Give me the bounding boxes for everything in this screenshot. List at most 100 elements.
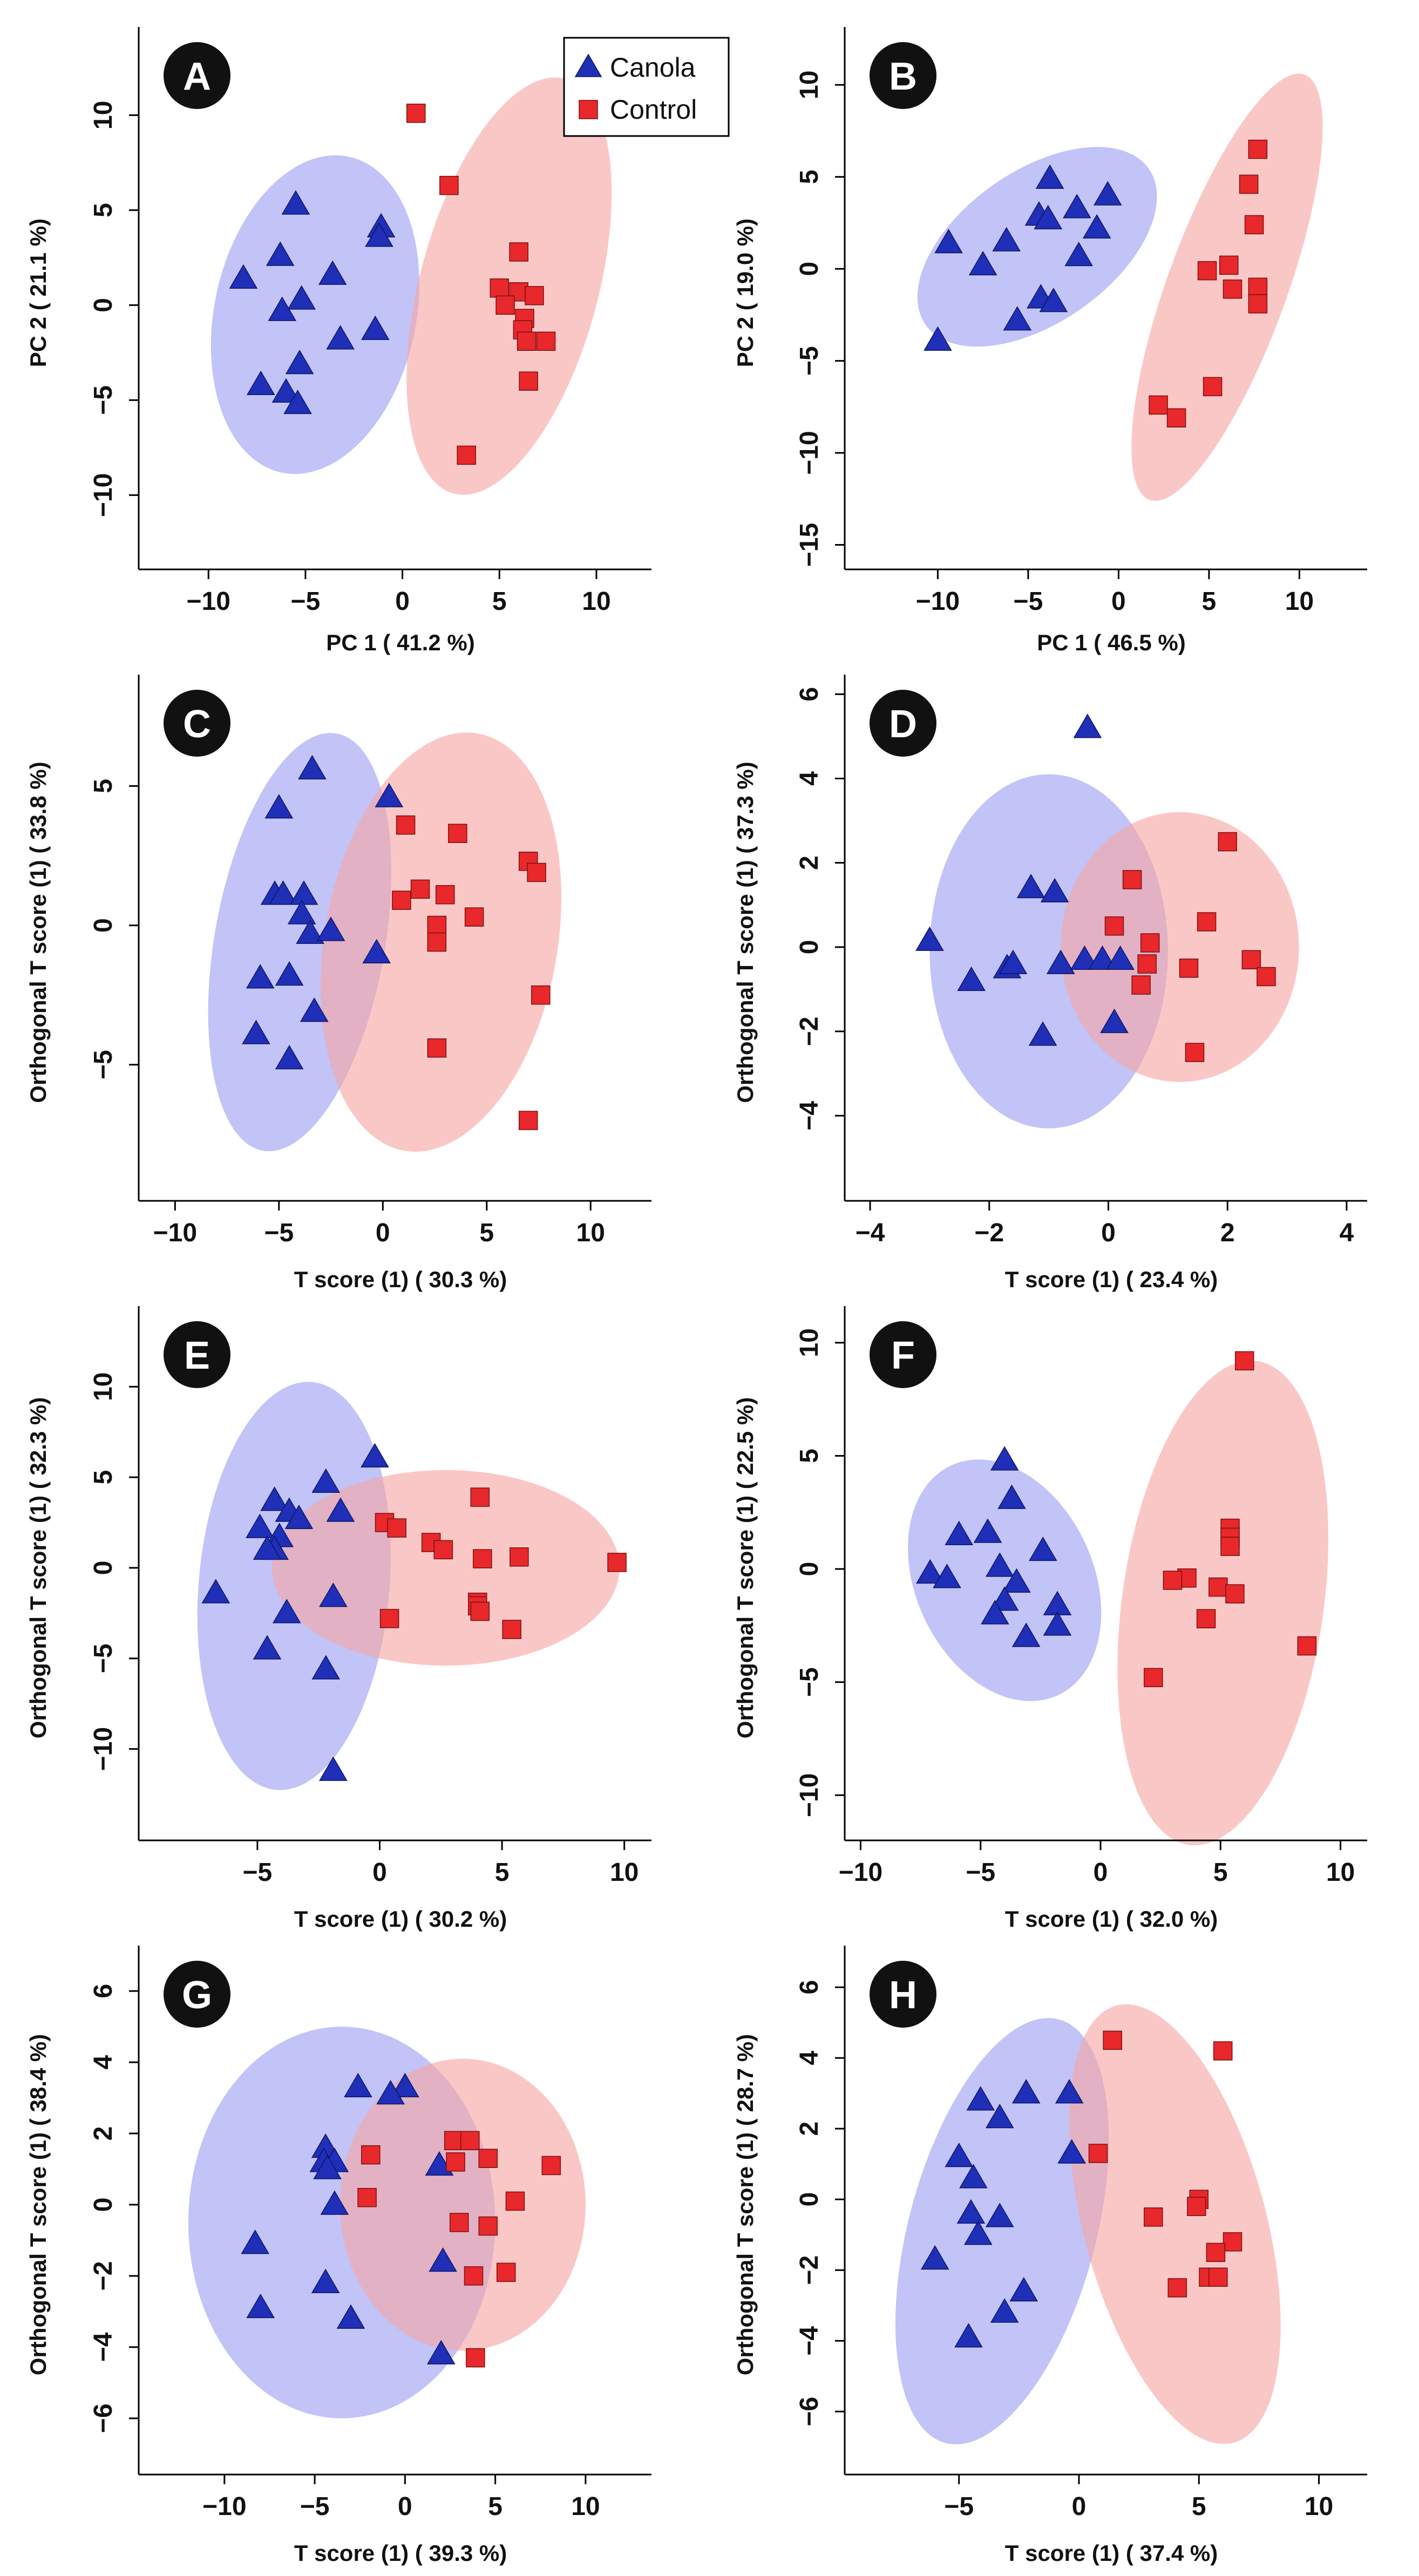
control-point [1140, 933, 1160, 953]
canola-point [1106, 945, 1135, 970]
control-point [1257, 967, 1276, 987]
canola-point [985, 2103, 1014, 2129]
control-point [444, 2131, 464, 2150]
y-axis-label: Orthogonal T score (1) ( 32.3 %) [25, 1397, 51, 1738]
canola-point [326, 1497, 355, 1522]
control-point [478, 2149, 498, 2168]
control-point [439, 175, 459, 195]
canola-point [275, 961, 304, 986]
canola-point [319, 1582, 348, 1607]
canola-point [229, 264, 258, 289]
canola-point [934, 228, 963, 254]
canola-point [201, 1579, 230, 1603]
canola-point [968, 250, 997, 276]
control-point [531, 985, 551, 1005]
legend: Canola Control [563, 37, 730, 137]
panel-badge [870, 42, 936, 109]
y-tick-label: −5 [89, 1050, 118, 1079]
canola-point [915, 926, 944, 951]
canola-point [268, 296, 297, 321]
canola-point [1070, 945, 1099, 970]
canola-point [1100, 1008, 1129, 1034]
control-point [1185, 1043, 1205, 1062]
canola-point [375, 783, 404, 807]
y-tick-label: −4 [89, 2332, 118, 2362]
control-point [490, 278, 510, 298]
control-point [396, 815, 416, 835]
canola-point [1043, 1611, 1072, 1636]
x-tick-label: 0 [395, 587, 410, 616]
control-point [387, 1518, 406, 1538]
panel-badge [164, 42, 230, 109]
x-axis-label: T score (1) ( 23.4 %) [1005, 1267, 1218, 1292]
panel-label: H [889, 1974, 917, 2017]
canola-point [361, 1443, 389, 1467]
canola-point [990, 1586, 1019, 1611]
control-confidence-ellipse [1069, 2004, 1281, 2444]
legend-label: Canola [610, 52, 696, 83]
canola-point [285, 350, 314, 375]
panel-d: −4 −2 0 2 4 −4 −2 0 2 4 6 T score (1) ( 23.4 %) Orth… [732, 675, 1367, 1292]
y-tick-label: −5 [89, 385, 118, 415]
x-tick-label: −10 [153, 1219, 197, 1247]
x-tick-label: −4 [856, 1219, 885, 1247]
y-tick-label: 5 [89, 203, 118, 218]
canola-point [981, 1600, 1009, 1625]
canola-point [963, 2220, 993, 2245]
canola-point [266, 241, 295, 266]
y-tick-label: −5 [795, 1667, 824, 1697]
y-tick-label: −4 [795, 2326, 824, 2356]
legend-label: Control [610, 94, 697, 125]
y-tick-label: −10 [89, 473, 118, 517]
canola-point [246, 1513, 274, 1538]
control-point [495, 295, 515, 315]
canola-point [1057, 2139, 1086, 2164]
control-point [1248, 294, 1268, 314]
y-tick-label: −10 [89, 1727, 118, 1771]
canola-point [316, 916, 345, 941]
canola-point [945, 2143, 974, 2167]
y-tick-label: 2 [795, 2122, 824, 2136]
canola-point [990, 1446, 1019, 1471]
x-tick-label: −5 [1014, 587, 1043, 616]
x-tick-label: 0 [1072, 2492, 1087, 2521]
canola-point [956, 2199, 986, 2224]
canola-point [300, 997, 329, 1022]
control-point [427, 915, 447, 935]
y-axis-label: PC 2 ( 21.1 %) [25, 219, 51, 367]
y-tick-label: 6 [795, 1980, 824, 1995]
panel-e: −5 0 5 10 −10 −5 0 5 10 T score (1) ( 30.2 %) Orth… [25, 1306, 651, 1932]
canola-point [933, 1564, 961, 1588]
panel-h: −5 0 5 10 −6 −4 −2 0 2 4 6 T score (1) ( 37.4 %) Ort… [732, 1946, 1367, 2566]
y-tick-label: 2 [89, 2126, 118, 2141]
canola-point [242, 1019, 270, 1044]
canola-point [924, 326, 952, 351]
legend-square-icon [579, 100, 598, 119]
control-point [478, 2216, 498, 2236]
canola-point [271, 378, 301, 403]
control-point [1104, 916, 1124, 936]
canola-point [313, 2154, 342, 2179]
canola-point [1002, 1568, 1031, 1593]
control-point [525, 286, 544, 305]
control-point [517, 331, 537, 351]
panel-a: −10 −5 0 5 10 −10 −5 0 5 10 PC 1 ( 41.2 %) PC 2 ( 2… [25, 27, 651, 655]
canola-point [272, 1599, 301, 1623]
control-point [1218, 832, 1237, 852]
y-tick-label: 4 [795, 771, 824, 786]
y-tick-label: −6 [89, 2403, 118, 2433]
canola-point [1082, 214, 1111, 239]
canola-point [365, 222, 393, 247]
control-point [509, 242, 528, 262]
x-tick-label: 0 [1094, 1858, 1108, 1887]
canola-point [344, 2072, 372, 2098]
panel-badge [870, 1321, 936, 1388]
canola-point [319, 1756, 348, 1781]
x-axis-label: T score (1) ( 30.3 %) [294, 1267, 507, 1292]
canola-point [287, 900, 316, 925]
x-tick-label: 0 [376, 1219, 390, 1247]
x-tick-label: 10 [582, 587, 610, 616]
canola-point [284, 1504, 314, 1530]
control-point [464, 2266, 484, 2286]
